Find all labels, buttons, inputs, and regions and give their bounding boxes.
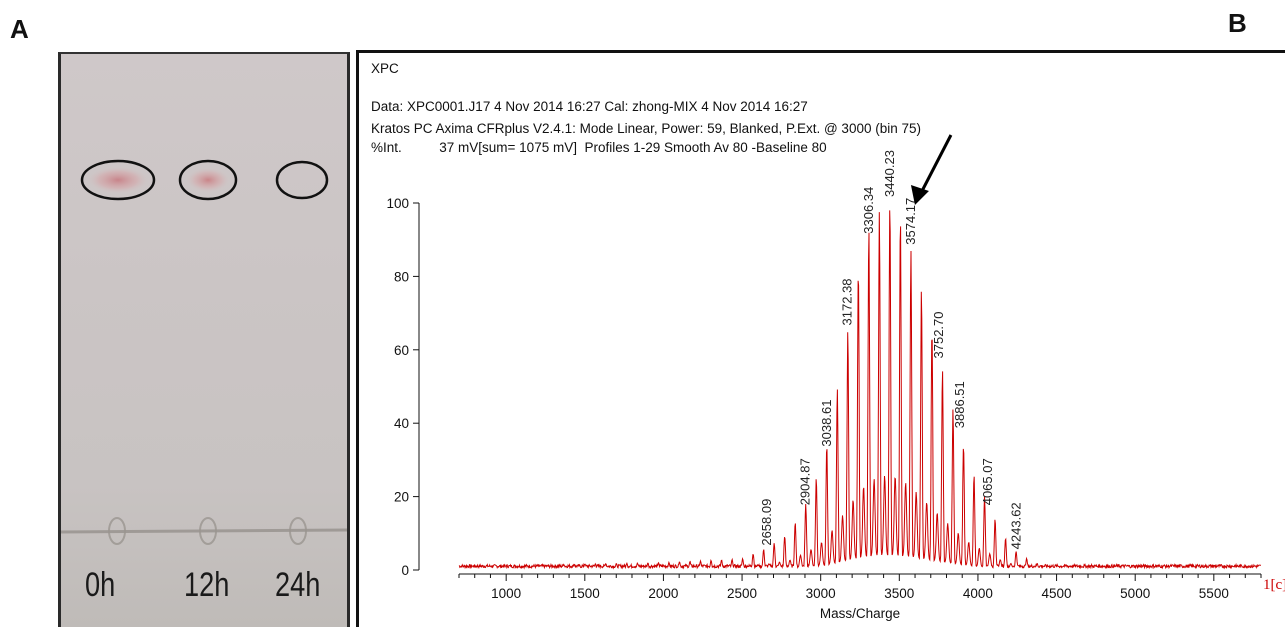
tlc-circle-0h [80,159,156,201]
peak-label: 3440.23 [882,150,897,197]
arrow-shaft [918,134,953,196]
y-tick-label: 40 [394,416,409,431]
spectrum-trace [458,210,1262,570]
x-tick-label: 4000 [963,586,993,601]
spectrum-plot: 1000 1500 2000 2500 3000 3500 4000 4500 5000 5500… [386,134,1285,621]
x-tick-label: 5000 [1120,586,1150,601]
panel-a-letter: A [10,14,29,44]
lane-label-24h: 24h [275,566,321,604]
spectrum-header-line1: Data: XPC0001.J17 4 Nov 2014 16:27 Cal: … [371,99,808,114]
arrow-head [910,185,929,205]
x-tick-label: 1500 [570,586,600,601]
peak-label: 3752.70 [931,311,946,358]
panel-b-letter: B [1228,8,1247,38]
peak-label: 3306.34 [861,187,876,234]
tlc-spot-12h [185,167,231,193]
lane-label-12h: 12h [184,566,230,604]
peak-label: 4243.62 [1008,502,1023,549]
x-tick-label: 1000 [491,586,521,601]
x-tick-label: 5500 [1199,586,1229,601]
x-tick-label: 2500 [727,586,757,601]
spectrum-title: XPC [371,61,399,76]
x-tick-label: 3500 [884,586,914,601]
tlc-circle-24h [275,160,329,200]
tlc-spot-0h [86,166,150,194]
peak-label: 3574.17 [903,198,918,245]
spectrum-header-line2: Kratos PC Axima CFRplus V2.4.1: Mode Lin… [371,121,921,136]
y-tick-label: 20 [394,490,409,505]
corner-label: 1[c] [1263,577,1285,593]
peak-label: 3172.38 [840,278,855,325]
x-tick-label: 3000 [806,586,836,601]
tlc-plate-photo: 0h 12h 24h [58,52,350,627]
x-tick-label: 4500 [1042,586,1072,601]
peak-label: 3038.61 [819,400,834,447]
y-tick-label: 80 [394,269,409,284]
y-tick-label: 60 [394,343,409,358]
peak-label: 2904.87 [798,458,813,505]
x-tick-label: 2000 [648,586,678,601]
peak-label: 3886.51 [952,381,967,428]
x-axis-label: Mass/Charge [820,606,900,621]
y-tick-label: 100 [386,196,409,211]
peak-label: 4065.07 [980,458,995,505]
lane-label-0h: 0h [85,566,116,604]
peak-label: 2658.09 [759,499,774,546]
mass-spectrum-panel: XPC Data: XPC0001.J17 4 Nov 2014 16:27 C… [356,50,1285,627]
tlc-circle-12h [178,159,238,201]
spectrum-header-line3: %Int. 37 mV[sum= 1075 mV] Profiles 1-29 … [371,140,827,155]
y-tick-label: 0 [401,563,409,578]
